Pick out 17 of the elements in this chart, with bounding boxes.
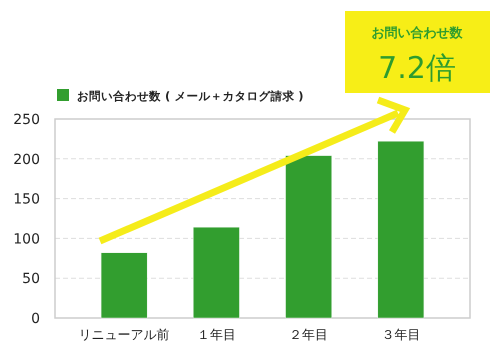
bar — [285, 155, 332, 318]
bar — [100, 252, 148, 318]
x-tick-label: リニューアル前 — [78, 328, 170, 343]
x-tick-label: １年目 — [196, 328, 236, 343]
y-tick-label: 50 — [22, 271, 40, 288]
y-tick-label: 200 — [13, 152, 40, 168]
text: お問い合わせ数 — [372, 25, 464, 41]
bar — [193, 227, 240, 318]
x-tick-label: ３年目 — [381, 328, 420, 343]
y-tick-label: 150 — [13, 192, 40, 208]
y-tick-label: 0 — [31, 311, 40, 327]
bar — [378, 141, 424, 318]
y-tick-label: 250 — [13, 112, 40, 128]
x-tick-label: ２年目 — [289, 328, 328, 343]
text: 7.2倍 — [378, 51, 456, 86]
y-tick-label: 100 — [13, 231, 40, 248]
legend-label: お問い合わせ数 ( メール＋カタログ請求 ) — [77, 89, 304, 103]
